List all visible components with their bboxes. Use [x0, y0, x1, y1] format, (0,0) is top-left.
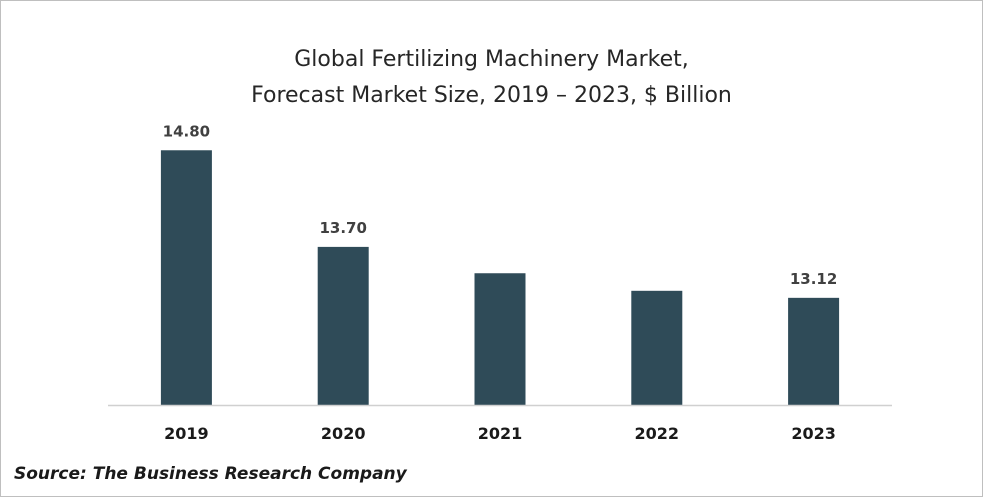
x-tick-label-2022: 2022: [635, 424, 680, 443]
bar-2023: [788, 297, 840, 405]
chart-title-line-2: Forecast Market Size, 2019 – 2023, $ Bil…: [251, 83, 732, 108]
bar-2019: [160, 150, 212, 405]
bar-2020: [317, 246, 369, 405]
x-tick-label-2021: 2021: [478, 424, 523, 443]
x-tick-label-2019: 2019: [164, 424, 209, 443]
data-label-2019: 14.80: [163, 122, 210, 140]
chart-title: Global Fertilizing Machinery Market, For…: [0, 42, 983, 114]
x-tick-label-2020: 2020: [321, 424, 366, 443]
data-label-2020: 13.70: [319, 219, 366, 237]
chart-title-line-1: Global Fertilizing Machinery Market,: [294, 47, 689, 72]
bar-2021: [474, 273, 526, 405]
x-tick-label-2023: 2023: [791, 424, 836, 443]
bar-2022: [631, 290, 683, 405]
data-label-2023: 13.12: [790, 270, 837, 288]
source-note: Source: The Business Research Company: [14, 464, 407, 484]
